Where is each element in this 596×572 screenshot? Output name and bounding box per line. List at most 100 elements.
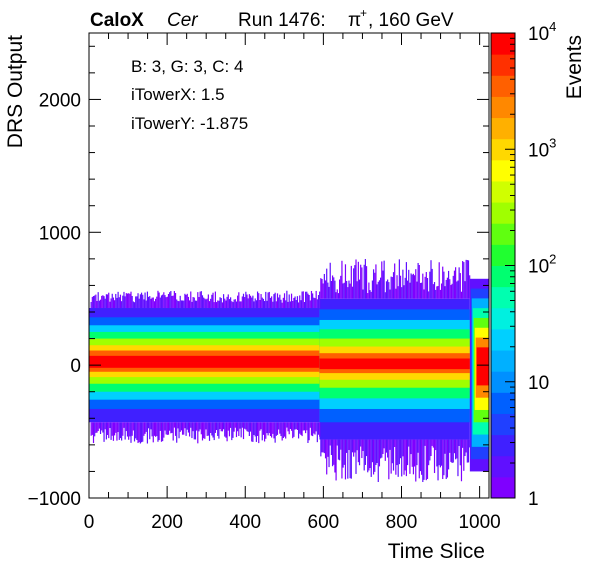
heatmap-fringe-cell (455, 267, 457, 299)
heatmap-fringe-cell (414, 275, 416, 299)
heatmap-fringe-cell (233, 299, 235, 309)
heatmap-fringe-cell (244, 422, 246, 429)
heatmap-fringe-cell (452, 439, 454, 463)
heatmap-fringe-cell (252, 422, 254, 442)
heatmap-fringe-cell (255, 422, 257, 442)
heatmap-fringe-cell (271, 296, 273, 309)
heatmap-fringe-cell (210, 298, 212, 309)
heatmap-fringe-cell (212, 422, 214, 438)
colorbar-tick-label: 104 (528, 19, 556, 45)
heatmap-fringe-cell (362, 439, 364, 452)
heatmap-fringe-cell (149, 296, 151, 309)
heatmap-fringe-cell (121, 301, 123, 309)
heatmap-fringe-cell (334, 439, 336, 473)
heatmap-fringe-cell (354, 439, 356, 453)
heatmap-fringe-cell (452, 275, 454, 299)
heatmap-fringe-cell (267, 292, 269, 309)
heatmap-fringe-cell (340, 439, 342, 450)
heatmap-fringe-cell (382, 439, 384, 454)
heatmap-fringe-cell (279, 294, 281, 309)
heatmap-fringe-cell (160, 295, 163, 309)
heatmap-fringe-cell (253, 422, 255, 435)
heatmap-fringe-cell (271, 422, 273, 438)
heatmap-fringe-cell (246, 294, 248, 309)
heatmap-fringe-cell (364, 259, 366, 299)
colorbar-tick-label: 10 (528, 373, 549, 394)
heatmap-fringe-cell (95, 294, 97, 309)
heatmap-fringe-cell (355, 259, 357, 299)
heatmap-fringe-cell (403, 439, 405, 475)
heatmap-fringe-cell (370, 291, 372, 299)
heatmap-fringe-cell (339, 279, 341, 299)
heatmap-fringe-cell (251, 297, 253, 309)
heatmap-fringe-cell (145, 300, 147, 309)
heatmap-fringe-cell (389, 289, 391, 299)
heatmap-fringe-cell (303, 301, 306, 309)
heatmap-fringe-cell (262, 298, 265, 309)
heatmap-fringe-cell (439, 439, 441, 468)
heatmap-fringe-cell (449, 439, 451, 453)
heatmap-fringe-cell (334, 280, 336, 299)
heatmap-fringe-cell (351, 286, 354, 299)
heatmap-fringe-cell (97, 422, 99, 432)
heatmap-fringe-cell (430, 439, 432, 457)
heatmap-fringe-cell (210, 422, 212, 433)
heatmap-fringe-cell (125, 422, 127, 432)
heatmap-fringe-cell (140, 292, 143, 309)
heatmap-fringe-cell (92, 296, 95, 309)
heatmap-fringe-cell (259, 300, 261, 309)
heatmap-fringe-cell (417, 262, 419, 299)
heatmap-fringe-cell (171, 422, 173, 433)
heatmap-fringe-cell (440, 439, 443, 466)
heatmap-fringe-cell (142, 294, 144, 309)
heatmap-fringe-cell (395, 288, 397, 299)
heatmap-fringe-cell (370, 439, 372, 477)
colorbar-cell (491, 350, 515, 372)
heatmap-fringe-cell (238, 292, 240, 309)
heatmap-fringe-cell (138, 298, 140, 309)
heatmap-fringe-cell (432, 284, 434, 299)
heatmap-fringe-cell (192, 297, 194, 309)
heatmap-fringe-cell (244, 297, 246, 309)
heatmap-fringe-cell (204, 422, 206, 439)
heatmap-fringe-cell (341, 260, 343, 299)
heatmap-fringe-cell (230, 422, 232, 428)
heatmap-fringe-cell (292, 300, 294, 309)
heatmap-fringe-cell (348, 439, 350, 451)
heatmap-fringe-cell (423, 289, 425, 299)
heatmap-fringe-cell (301, 422, 303, 437)
heatmap-fringe-cell (281, 422, 283, 441)
heatmap-fringe-cell (224, 422, 226, 437)
heatmap-fringe-cell (357, 439, 359, 463)
heatmap-fringe-cell (116, 297, 118, 309)
heatmap-fringe-cell (237, 295, 239, 309)
heatmap-fringe-cell (446, 439, 449, 478)
heatmap-fringe-cell (155, 298, 157, 309)
heatmap-fringe-cell (146, 291, 149, 309)
heatmap-fringe-cell (262, 422, 265, 435)
heatmap-fringe-cell (440, 283, 443, 299)
heatmap-fringe-cell (255, 300, 257, 309)
heatmap-fringe-cell (214, 291, 216, 309)
heatmap-fringe-cell (106, 422, 109, 435)
heatmap-fringe-cell (447, 270, 450, 299)
heatmap-fringe-cell (117, 291, 119, 309)
heatmap-fringe-cell (170, 291, 172, 309)
heatmap-fringe-cell (129, 293, 131, 309)
heatmap-fringe-cell (302, 291, 304, 309)
heatmap-fringe-cell (367, 439, 369, 473)
heatmap-fringe-cell (443, 439, 445, 476)
heatmap-fringe-cell (314, 422, 316, 435)
heatmap-fringe-cell (234, 299, 236, 309)
heatmap-fringe-cell (435, 439, 437, 451)
heatmap-fringe-cell (132, 301, 134, 309)
heatmap-fringe-cell (346, 280, 348, 299)
heatmap-fringe-cell (385, 281, 388, 299)
heatmap-fringe-cell (369, 290, 371, 299)
header-brand: CaloX (90, 10, 144, 31)
heatmap-fringe-cell (405, 439, 407, 477)
heatmap-fringe-cell (372, 439, 375, 475)
heatmap-fringe-cell (219, 422, 221, 430)
heatmap-fringe-cell (238, 422, 240, 436)
